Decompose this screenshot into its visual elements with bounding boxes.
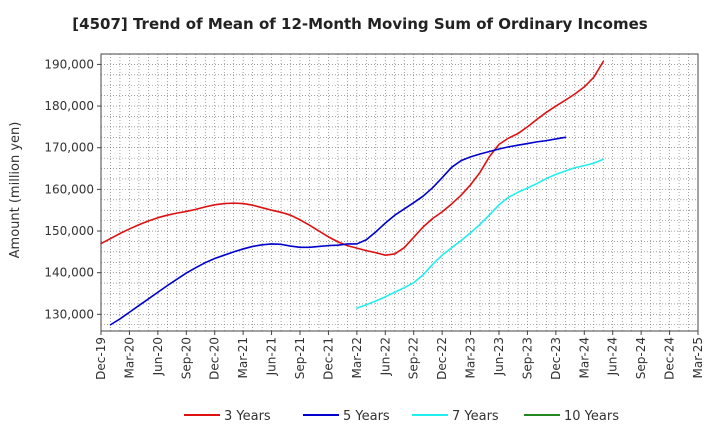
x-tick-label: Jun-21 <box>265 337 279 376</box>
legend-label-7-years: 7 Years <box>452 409 499 424</box>
x-tick-label: Dec-21 <box>321 337 335 380</box>
x-tick-label: Dec-24 <box>663 337 677 380</box>
y-axis-label: Amount (million yen) <box>8 122 23 259</box>
legend-label-5-years: 5 Years <box>343 409 390 424</box>
x-tick-label: Mar-23 <box>464 337 478 378</box>
y-tick-label: 140,000 <box>44 266 94 280</box>
x-tick-label: Jun-22 <box>378 337 392 376</box>
x-tick-label: Sep-20 <box>179 337 193 379</box>
x-tick-label: Mar-20 <box>122 337 136 378</box>
y-tick-label: 150,000 <box>44 224 94 238</box>
x-tick-label: Dec-19 <box>94 337 108 380</box>
x-tick-label: Sep-23 <box>520 337 534 379</box>
x-tick-label: Mar-21 <box>236 337 250 378</box>
series-line-7-years <box>356 158 605 309</box>
x-tick-label: Jun-24 <box>606 337 620 376</box>
y-tick-label: 130,000 <box>44 307 94 321</box>
x-tick-label: Sep-24 <box>634 337 648 379</box>
x-tick-label: Jun-20 <box>151 337 165 376</box>
y-tick-label: 160,000 <box>44 182 94 196</box>
x-tick-label: Sep-22 <box>407 337 421 379</box>
x-tick-label: Mar-24 <box>577 337 591 378</box>
legend-label-3-years: 3 Years <box>224 409 271 424</box>
x-tick-label: Mar-25 <box>691 337 705 378</box>
x-tick-label: Dec-23 <box>549 337 563 380</box>
x-tick-label: Jun-23 <box>492 337 506 376</box>
plot-frame <box>100 53 699 332</box>
y-axis: 130,000 140,000 150,000 160,000 170,000 180,0… <box>44 57 101 321</box>
x-tick-label: Dec-22 <box>435 337 449 380</box>
series-layer <box>100 60 605 326</box>
chart-title: [4507] Trend of Mean of 12-Month Moving … <box>72 15 647 33</box>
x-tick-label: Mar-22 <box>350 337 364 378</box>
series-line-3-years <box>100 60 605 256</box>
y-tick-label: 180,000 <box>44 99 94 113</box>
x-axis: Dec-19 Mar-20 Jun-20 Sep-20 Dec-20 Mar-21 Jun-… <box>94 331 705 380</box>
series-line-5-years <box>109 136 567 326</box>
legend: 3 Years 5 Years 7 Years 10 Years <box>184 409 619 424</box>
x-tick-label: Sep-21 <box>293 337 307 379</box>
x-tick-label: Dec-20 <box>208 337 222 380</box>
legend-label-10-years: 10 Years <box>564 409 619 424</box>
y-tick-label: 190,000 <box>44 57 94 71</box>
grid <box>101 54 698 331</box>
y-tick-label: 170,000 <box>44 141 94 155</box>
